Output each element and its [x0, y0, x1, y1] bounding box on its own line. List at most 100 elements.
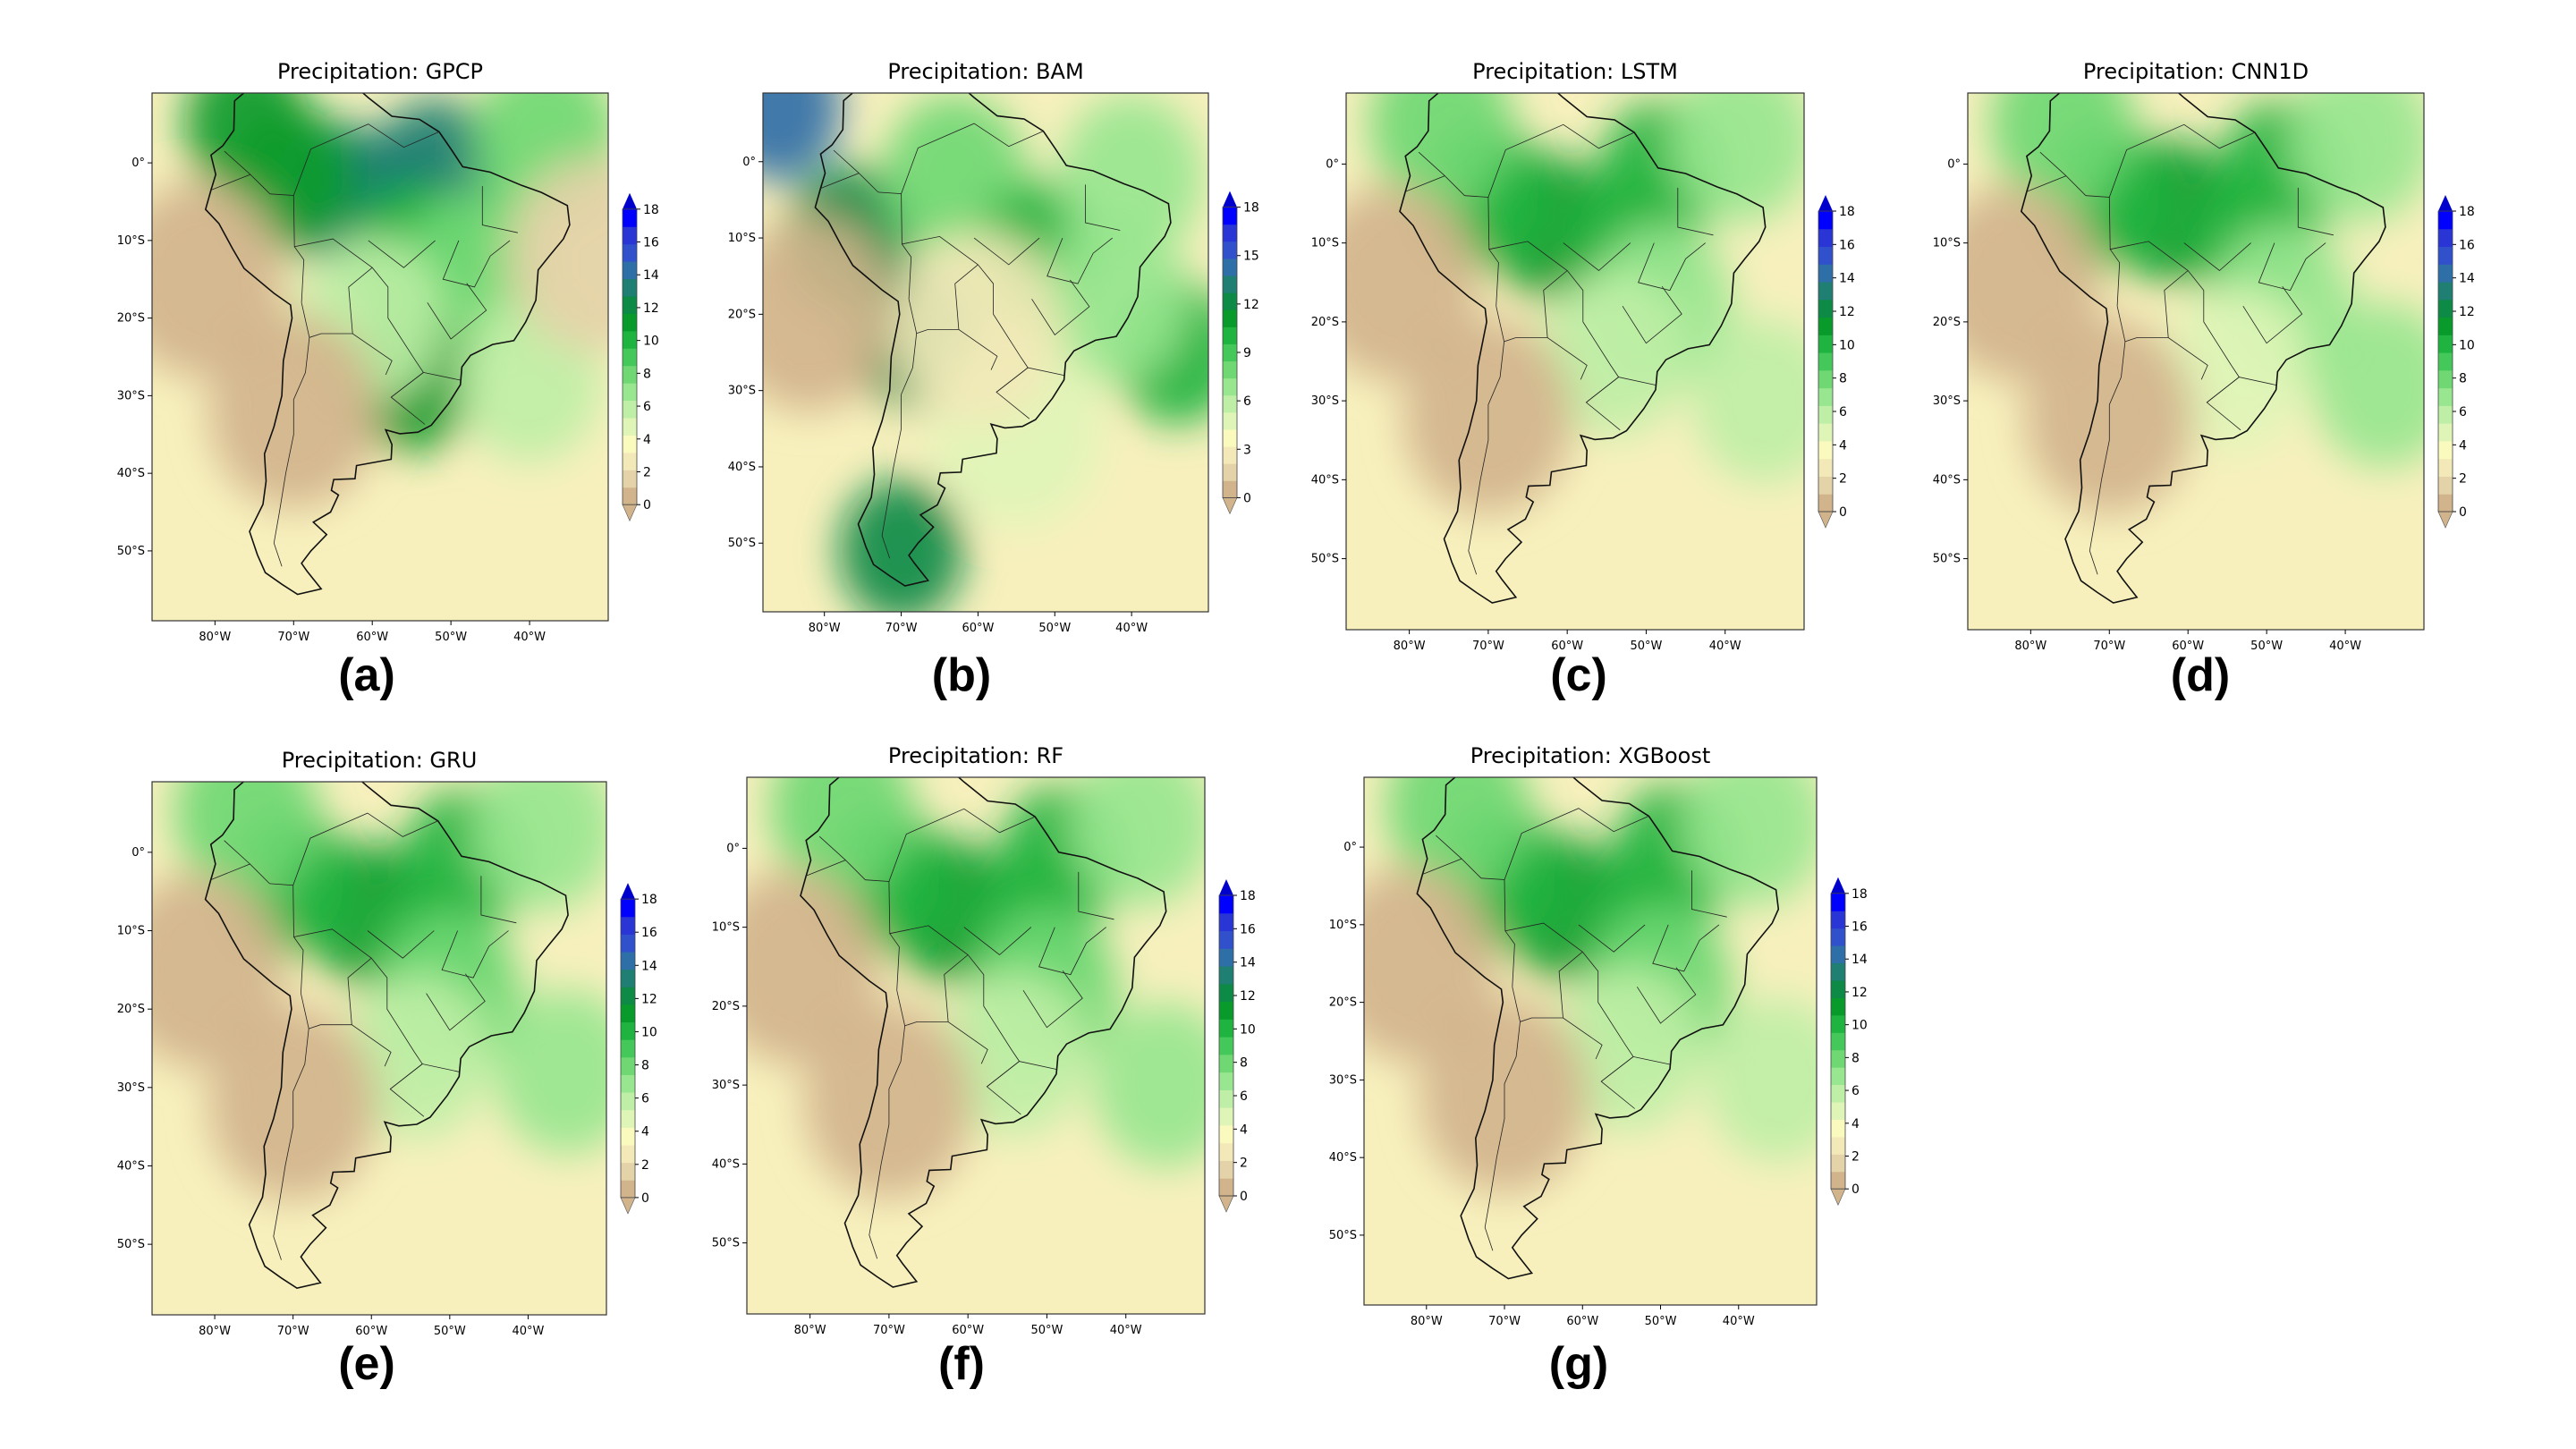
x-tick-label: 60°W	[356, 631, 388, 644]
colorbar-segment	[1831, 1119, 1845, 1138]
country-border	[2164, 270, 2189, 338]
colorbar-segment	[1818, 458, 1833, 477]
x-tick-label: 60°W	[952, 1324, 984, 1337]
country-border	[2183, 242, 2251, 272]
colorbar-tick-label: 14	[1852, 953, 1868, 967]
colorbar-frame	[2437, 210, 2453, 513]
country-border	[1690, 870, 1727, 918]
y-tick-label: 30°S	[1329, 1073, 1357, 1087]
colorbar-tick-label: 14	[2459, 272, 2475, 286]
colorbar-segment	[1818, 405, 1833, 424]
x-tick-label: 80°W	[199, 631, 231, 644]
chart-title: Precipitation: CNN1D	[2083, 59, 2309, 84]
colorbar-segment	[1818, 317, 1833, 335]
colorbar-tick-label: 0	[2459, 505, 2467, 520]
y-tick-label: 20°S	[117, 312, 145, 326]
colorbar-segment	[623, 226, 637, 245]
country-border	[806, 860, 866, 880]
colorbar-segment	[1223, 241, 1237, 259]
precip-cell	[346, 973, 490, 1139]
colorbar-segment	[1831, 962, 1845, 981]
precip-cell	[1093, 1003, 1205, 1168]
x-tick-label: 70°W	[1472, 640, 1504, 653]
country-border	[1652, 924, 1720, 972]
colorbar-segment	[1818, 211, 1833, 230]
country-border	[1031, 279, 1090, 335]
country-border	[348, 267, 373, 335]
colorbar-segment	[2438, 440, 2453, 460]
x-tick-label: 40°W	[1115, 622, 1148, 635]
country-border	[1468, 341, 1504, 575]
colorbar-segment	[621, 1074, 635, 1093]
colorbar-extend-max	[1223, 191, 1237, 208]
country-border	[368, 240, 436, 268]
y-tick-label: 20°S	[117, 1003, 145, 1016]
country-border	[2116, 306, 2208, 380]
country-border	[292, 123, 440, 196]
map-chart: Precipitation: RF 80°W 70°W 60°W 50°W 40°W 0° 1…	[712, 743, 1256, 1337]
y-tick-label: 0°	[1326, 157, 1339, 171]
colorbar-segment	[1219, 1160, 1233, 1179]
country-border	[1677, 187, 1714, 236]
country-border	[996, 367, 1064, 393]
panel-f: Precipitation: RF 80°W 70°W 60°W 50°W 40°W 0° 1…	[712, 738, 1256, 1337]
colorbar-segment	[623, 383, 637, 402]
colorbar-extend-min	[620, 1197, 636, 1215]
colorbar-tick-label: 2	[1240, 1157, 1248, 1171]
colorbar-tick-label: 2	[2459, 472, 2467, 487]
colorbar-tick-label: 3	[1243, 443, 1251, 457]
country-border	[1046, 237, 1113, 284]
country-border	[908, 299, 998, 370]
colorbar-segment	[1223, 275, 1237, 293]
y-tick-label: 30°S	[712, 1079, 740, 1092]
colorbar-segment	[1831, 1032, 1845, 1051]
colorbar-segment	[2438, 335, 2453, 353]
colorbar-extend-max	[2438, 195, 2453, 211]
colorbar-segment	[1219, 895, 1233, 914]
colorbar-tick-label: 6	[1839, 405, 1847, 419]
colorbar-tick-label: 6	[643, 400, 651, 414]
precip-cell	[2289, 93, 2424, 223]
map-chart: Precipitation: LSTM 80°W 70°W 60°W 50°W 40°W 0…	[1311, 59, 1855, 653]
panel-e: Precipitation: GRU 80°W 70°W 60°W 50°W 40°W 0°…	[117, 742, 657, 1338]
panel-c: Precipitation: LSTM 80°W 70°W 60°W 50°W 40°W 0…	[1311, 54, 1855, 653]
colorbar-segment	[1831, 1154, 1845, 1173]
colorbar-segment	[621, 1144, 635, 1164]
colorbar-extend-max	[1219, 879, 1233, 895]
panel-label-e: (e)	[338, 1338, 395, 1390]
precip-cell	[944, 970, 1088, 1136]
country-border	[426, 973, 486, 1031]
coastline	[2020, 93, 2386, 604]
colorbar-segment	[1223, 394, 1237, 413]
colorbar-segment	[623, 400, 637, 419]
colorbar-segment	[1831, 1014, 1845, 1033]
country-border	[224, 150, 251, 175]
y-tick-label: 10°S	[1933, 237, 1961, 250]
colorbar-tick-label: 2	[643, 465, 651, 479]
colorbar-segment	[1219, 1124, 1233, 1144]
colorbar-tick-label: 18	[641, 893, 657, 907]
precip-cell	[496, 989, 606, 1155]
colorbar-tick-label: 10	[643, 335, 659, 349]
plot-frame	[151, 92, 609, 622]
colorbar-extend-min	[622, 504, 638, 521]
colorbar-segment	[1219, 948, 1233, 967]
y-tick-label: 40°S	[1311, 473, 1339, 487]
x-tick-label: 40°W	[513, 631, 546, 644]
colorbar-segment	[623, 243, 637, 262]
colorbar-segment	[621, 1056, 635, 1075]
colorbar-segment	[1818, 264, 1833, 283]
chart-title: Precipitation: GRU	[282, 748, 478, 773]
country-border	[973, 237, 1040, 266]
colorbar-segment	[2438, 387, 2453, 406]
y-tick-label: 10°S	[117, 234, 145, 248]
colorbar-segment	[2438, 352, 2453, 371]
colorbar-extend-min	[2437, 511, 2453, 529]
country-border	[224, 840, 250, 865]
y-tick-label: 30°S	[117, 389, 145, 402]
colorbar-segment	[1831, 979, 1845, 998]
plot-frame	[151, 781, 607, 1316]
country-border	[869, 1025, 905, 1259]
precip-cell	[747, 869, 879, 1064]
x-tick-label: 50°W	[1645, 1315, 1677, 1328]
